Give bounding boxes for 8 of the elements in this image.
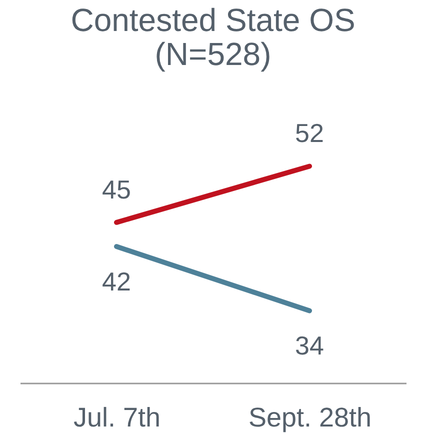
text: (N=528) xyxy=(154,36,272,72)
data-label: 42 xyxy=(102,266,131,297)
data-label: 34 xyxy=(295,330,324,361)
text: Contested State OS xyxy=(70,2,356,38)
data-label: 52 xyxy=(295,118,324,148)
x-tick-label: Sept. 28th xyxy=(248,402,372,432)
x-tick-label: Jul. 7th xyxy=(73,402,161,432)
data-label: 45 xyxy=(102,174,131,204)
